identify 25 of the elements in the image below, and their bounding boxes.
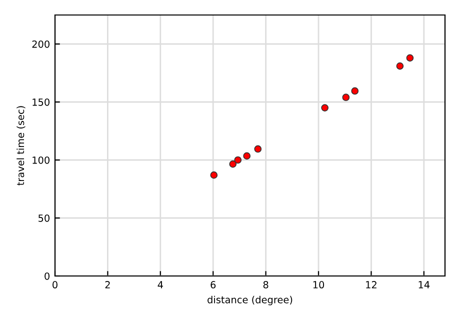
- point: [321, 104, 329, 112]
- point: [254, 145, 262, 153]
- y-tick-label: 50: [38, 214, 50, 222]
- x-tick-label: 0: [52, 281, 58, 288]
- point: [406, 54, 414, 62]
- point: [243, 152, 251, 160]
- y-tick-label: 200: [32, 40, 50, 48]
- point: [396, 62, 404, 70]
- x-tick-label: 4: [158, 281, 163, 288]
- x-tick-label: 12: [366, 281, 376, 288]
- point: [351, 87, 359, 95]
- y-tick-label: 100: [32, 156, 50, 164]
- y-tick-label: 0: [44, 272, 50, 280]
- y-axis-title: travel time (sec): [16, 106, 26, 186]
- x-tick-label: 10: [313, 281, 324, 288]
- x-tick-label: 8: [263, 281, 268, 288]
- x-tick-label: 6: [210, 281, 216, 288]
- y-tick-label: 150: [32, 98, 50, 106]
- x-tick-label: 14: [418, 281, 430, 288]
- point: [210, 171, 218, 179]
- point: [229, 160, 237, 168]
- x-tick-label: 2: [105, 281, 110, 288]
- point: [342, 94, 350, 102]
- x-axis-title: distance (degree): [208, 296, 292, 306]
- point: [234, 156, 242, 164]
